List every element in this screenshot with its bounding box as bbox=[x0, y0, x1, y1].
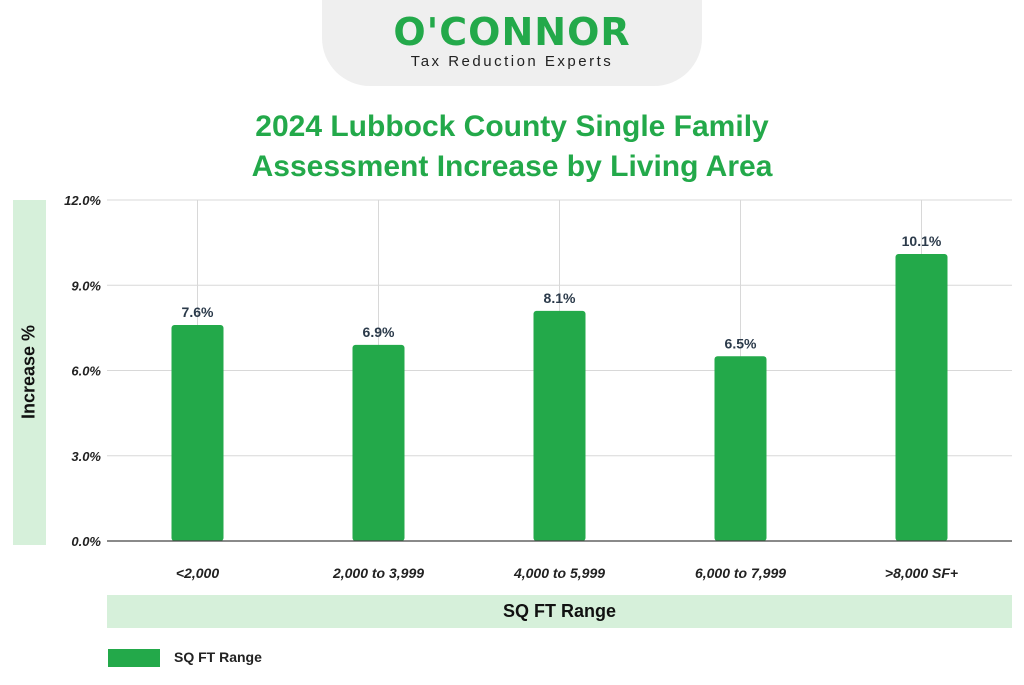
legend-swatch bbox=[108, 649, 160, 667]
data-label: 10.1% bbox=[902, 233, 942, 249]
y-tick-label: 3.0% bbox=[71, 449, 101, 464]
x-axis-label: SQ FT Range bbox=[107, 595, 1012, 628]
bar bbox=[533, 310, 586, 541]
bar bbox=[171, 325, 224, 541]
data-label: 6.9% bbox=[363, 324, 395, 340]
brand-logo: O'CONNOR bbox=[393, 10, 631, 54]
x-tick-label: 4,000 to 5,999 bbox=[513, 565, 605, 581]
legend-label: SQ FT Range bbox=[174, 649, 262, 665]
bar bbox=[895, 253, 948, 541]
chart-title-line-1: 2024 Lubbock County Single Family bbox=[255, 110, 769, 143]
y-tick-label: 9.0% bbox=[71, 278, 101, 293]
y-tick-label: 6.0% bbox=[71, 364, 101, 379]
x-tick-label: <2,000 bbox=[176, 565, 219, 581]
bar bbox=[352, 344, 405, 541]
x-tick-label: >8,000 SF+ bbox=[885, 565, 958, 581]
data-label: 8.1% bbox=[544, 290, 576, 306]
x-tick-label: 6,000 to 7,999 bbox=[695, 565, 786, 581]
y-tick-label: 12.0% bbox=[64, 193, 101, 208]
chart-title: 2024 Lubbock County Single Family Assess… bbox=[0, 107, 1024, 187]
bar bbox=[714, 356, 767, 541]
logo-banner bbox=[322, 0, 702, 86]
data-label: 7.6% bbox=[182, 304, 214, 320]
data-label: 6.5% bbox=[725, 335, 757, 351]
brand-tagline: Tax Reduction Experts bbox=[410, 53, 614, 70]
chart-title-line-2: Assessment Increase by Living Area bbox=[251, 150, 773, 183]
y-axis-label-band bbox=[13, 200, 46, 545]
x-tick-label: 2,000 to 3,999 bbox=[332, 565, 424, 581]
y-tick-label: 0.0% bbox=[71, 534, 101, 549]
